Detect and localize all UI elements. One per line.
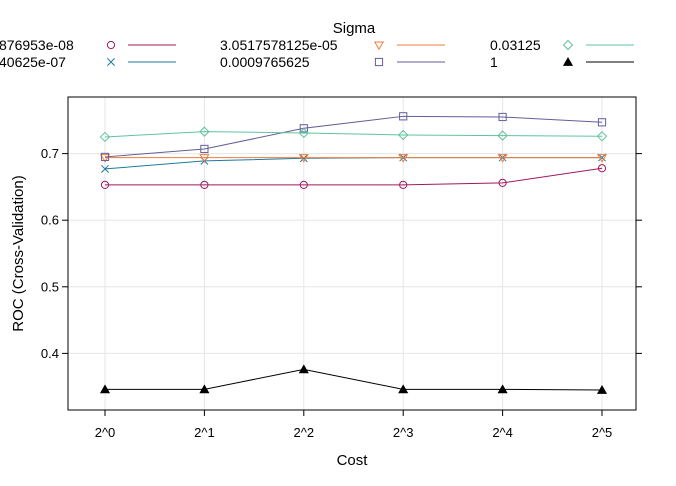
y-tick-label: 0.4 <box>41 346 59 361</box>
series-876953e-08 <box>100 164 607 190</box>
axes: 2^0 2^1 2^2 2^3 2^4 2^5 0.4 0.5 0.6 0.7 <box>41 146 642 440</box>
data-point <box>299 154 308 163</box>
legend-label: 1 <box>490 54 498 70</box>
legend-label: 40625e-07 <box>0 54 66 70</box>
data-point <box>596 131 608 142</box>
data-point <box>596 154 608 163</box>
data-point <box>597 118 607 127</box>
legend-entry: 40625e-07 <box>0 54 176 70</box>
series-line <box>105 167 603 186</box>
y-tick-label: 0.5 <box>41 279 59 294</box>
data-point <box>497 130 508 141</box>
data-point <box>99 154 111 163</box>
legend-marker <box>107 58 115 66</box>
data-point <box>399 112 408 121</box>
x-tick-label: 2^0 <box>95 425 116 440</box>
series-line <box>104 131 603 138</box>
y-tick-label: 0.7 <box>41 146 59 161</box>
data-point <box>498 178 507 188</box>
data-point <box>497 154 508 163</box>
data-point <box>298 127 310 139</box>
series-line <box>105 368 603 391</box>
legend-entry: 1 <box>490 54 634 70</box>
series-40625e-07 <box>101 153 606 173</box>
data-point <box>497 384 508 394</box>
data-point <box>597 164 607 173</box>
x-tick-label: 2^3 <box>393 425 414 440</box>
legend-entry: 3.0517578125e-05 <box>220 37 445 53</box>
legend-label: 3.0517578125e-05 <box>220 37 338 53</box>
data-point <box>397 129 409 141</box>
y-axis-label: ROC (Cross-Validation) <box>10 175 27 331</box>
data-point <box>100 180 110 190</box>
legend-marker <box>562 56 574 66</box>
data-point <box>101 164 109 173</box>
data-point <box>298 154 309 163</box>
data-point <box>398 384 409 394</box>
data-point <box>99 384 111 394</box>
grid <box>68 97 636 410</box>
legend-entry: 0.03125 <box>490 37 634 53</box>
x-tick-label: 2^2 <box>294 425 315 440</box>
legend-marker <box>562 39 574 51</box>
y-tick-label: 0.6 <box>41 213 59 228</box>
data-point <box>199 154 210 163</box>
legend-entry: 0.0009765625 <box>220 54 445 70</box>
data-point <box>199 384 210 394</box>
legend-marker <box>106 40 116 50</box>
x-tick-label: 2^1 <box>194 425 215 440</box>
data-point <box>200 180 209 190</box>
data-point <box>299 180 308 190</box>
series-line <box>104 115 603 158</box>
data-point <box>596 385 608 394</box>
x-tick-label: 2^5 <box>592 425 613 440</box>
data-point <box>200 144 209 154</box>
series-3-0517578125e-05 <box>99 154 608 163</box>
data-point <box>498 112 507 122</box>
data-point <box>100 152 110 162</box>
legend-label: 876953e-08 <box>0 37 74 53</box>
legend-marker <box>374 57 384 67</box>
series-0-0009765625 <box>100 112 607 162</box>
data-point <box>299 124 308 133</box>
data-point <box>298 364 309 374</box>
series-layer <box>99 112 608 394</box>
data-point <box>99 131 111 143</box>
plot-frame <box>67 96 637 411</box>
series-1 <box>99 364 608 394</box>
series-0-03125 <box>99 126 608 143</box>
legend-title: Sigma <box>333 20 376 37</box>
data-point <box>199 126 210 137</box>
data-point <box>399 180 408 190</box>
legend-marker <box>373 41 385 51</box>
legend-entry: 876953e-08 <box>0 37 176 53</box>
legend-label: 0.0009765625 <box>220 54 310 70</box>
series-line <box>104 157 602 170</box>
x-axis-label: Cost <box>337 452 369 469</box>
data-point <box>398 154 409 163</box>
legend-label: 0.03125 <box>490 37 541 53</box>
x-tick-label: 2^4 <box>492 425 513 440</box>
